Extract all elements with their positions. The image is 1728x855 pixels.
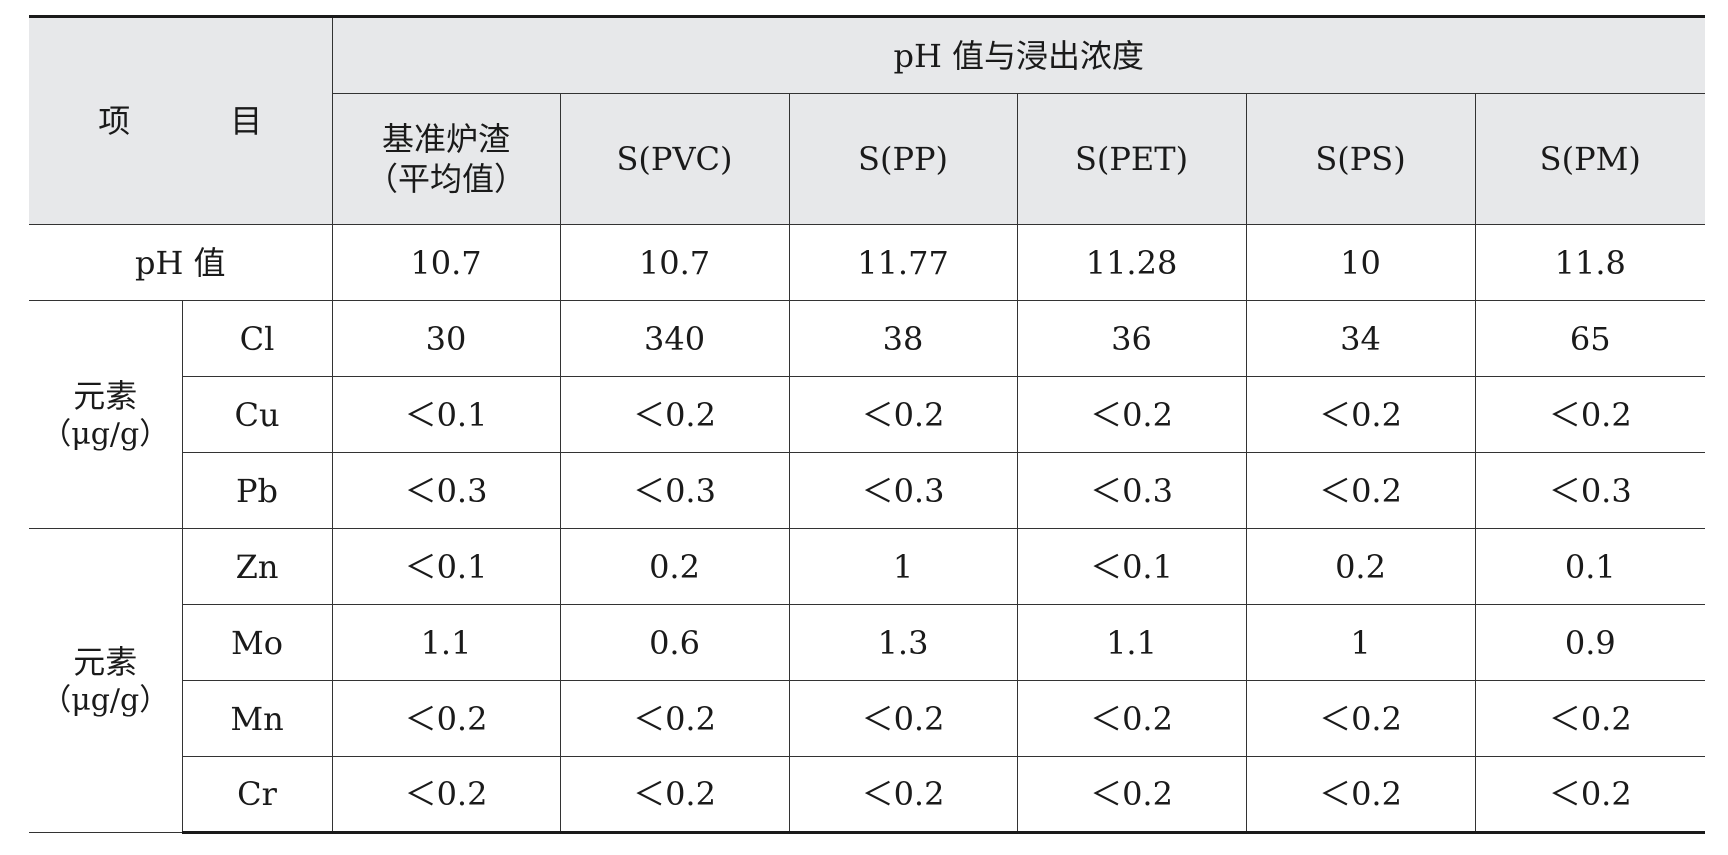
table-cell: 1.1 <box>1016 604 1247 681</box>
table-row: Cr ＜0.2 ＜0.2 ＜0.2 ＜0.2 ＜0.2 ＜0.2 <box>29 756 1706 834</box>
table-cell: 34 <box>1245 300 1476 377</box>
table-cell: 1.1 <box>331 604 561 681</box>
group-label-1: 元素 （μg/g） <box>29 300 183 529</box>
table-cell: ＜0.2 <box>1245 376 1476 453</box>
element-label: Mn <box>182 680 333 757</box>
table-cell: 30 <box>331 300 561 377</box>
table-cell: ＜0.2 <box>1245 452 1476 529</box>
element-label: Pb <box>182 452 333 529</box>
column-header-ps: S(PS) <box>1245 93 1476 225</box>
table-cell: 11.8 <box>1474 224 1706 301</box>
group-header: pH 值与浸出浓度 <box>331 15 1706 94</box>
table-cell: 10.7 <box>331 224 561 301</box>
column-header-pm: S(PM) <box>1474 93 1706 225</box>
table-cell: ＜0.3 <box>559 452 790 529</box>
table-cell: 38 <box>788 300 1018 377</box>
table-row: 元素 （μg/g） Zn ＜0.1 0.2 1 ＜0.1 0.2 0.1 <box>29 528 1706 833</box>
table-cell: ＜0.2 <box>559 376 790 453</box>
table-cell: ＜0.2 <box>788 680 1018 757</box>
group-label-1-line1: 元素 <box>73 376 138 415</box>
table-row-ph: pH 值 10.7 10.7 11.77 11.28 10 11.8 <box>29 224 1706 301</box>
table-row: 元素 （μg/g） Cl 30 340 38 36 34 65 <box>29 300 1706 529</box>
column-header-pet: S(PET) <box>1016 93 1247 225</box>
table-cell: ＜0.1 <box>1016 528 1247 605</box>
table-cell: ＜0.3 <box>331 452 561 529</box>
table-cell: ＜0.2 <box>1016 376 1247 453</box>
table-cell: 0.2 <box>1245 528 1476 605</box>
element-label: Cr <box>182 756 333 834</box>
table-cell: ＜0.2 <box>559 756 790 834</box>
table-cell: 340 <box>559 300 790 377</box>
table-cell: 1.3 <box>788 604 1018 681</box>
table-cell: ＜0.2 <box>1016 680 1247 757</box>
group-header-label: pH 值与浸出浓度 <box>893 36 1145 75</box>
table-cell: 1 <box>1245 604 1476 681</box>
table-cell: ＜0.2 <box>788 756 1018 834</box>
table-cell: ＜0.2 <box>559 680 790 757</box>
group-label-2-line1: 元素 <box>73 642 138 681</box>
table-cell: 10.7 <box>559 224 790 301</box>
table-cell: ＜0.2 <box>1474 756 1706 834</box>
table-cell: ＜0.2 <box>788 376 1018 453</box>
column-header-baseline-line1: 基准炉渣 <box>382 120 511 158</box>
group-label-1-line2: （μg/g） <box>41 416 170 452</box>
table-cell: 11.28 <box>1016 224 1247 301</box>
table-cell: ＜0.2 <box>331 756 561 834</box>
table-cell: 11.77 <box>788 224 1018 301</box>
leaching-table: 项 目 pH 值与浸出浓度 基准炉渣 （平均值） S(PVC) S(PP) S(… <box>29 15 1706 834</box>
column-header-pp: S(PP) <box>788 93 1018 225</box>
table-cell: 65 <box>1474 300 1706 377</box>
table-cell: ＜0.2 <box>1245 680 1476 757</box>
table-cell: ＜0.3 <box>1474 452 1706 529</box>
group-label-2-line2: （μg/g） <box>41 682 170 718</box>
element-label: Mo <box>182 604 333 681</box>
table-cell: 10 <box>1245 224 1476 301</box>
table-cell: 0.2 <box>559 528 790 605</box>
element-label: Cu <box>182 376 333 453</box>
table-cell: ＜0.2 <box>331 680 561 757</box>
item-header: 项 目 <box>29 15 333 225</box>
table-cell: ＜0.3 <box>1016 452 1247 529</box>
table-cell: ＜0.3 <box>788 452 1018 529</box>
group-label-2: 元素 （μg/g） <box>29 528 183 833</box>
element-label: Zn <box>181 528 333 605</box>
table-cell: 0.6 <box>559 604 790 681</box>
column-header-baseline-line2: （平均值） <box>366 160 527 198</box>
table-cell: 36 <box>1016 300 1247 377</box>
table-row: Mo 1.1 0.6 1.3 1.1 1 0.9 <box>29 604 1706 681</box>
table-cell: ＜0.2 <box>1245 756 1476 834</box>
element-label: Cl <box>181 300 333 377</box>
table-cell: ＜0.2 <box>1474 376 1706 453</box>
table-row: Pb ＜0.3 ＜0.3 ＜0.3 ＜0.3 ＜0.2 ＜0.3 <box>29 452 1706 529</box>
table-cell: ＜0.2 <box>1016 756 1247 834</box>
table-cell: ＜0.1 <box>331 376 561 453</box>
table-cell: ＜0.2 <box>1474 680 1706 757</box>
table-cell: 1 <box>788 528 1018 605</box>
table-cell: ＜0.1 <box>331 528 561 605</box>
table-cell: 0.1 <box>1474 528 1706 605</box>
item-header-label: 项 目 <box>98 102 297 140</box>
table-row: Cu ＜0.1 ＜0.2 ＜0.2 ＜0.2 ＜0.2 ＜0.2 <box>29 376 1706 453</box>
table-row: Mn ＜0.2 ＜0.2 ＜0.2 ＜0.2 ＜0.2 ＜0.2 <box>29 680 1706 757</box>
column-header-baseline: 基准炉渣 （平均值） <box>332 93 561 225</box>
column-header-pvc: S(PVC) <box>559 93 790 225</box>
table-cell: 0.9 <box>1474 604 1706 681</box>
row-label-ph: pH 值 <box>29 224 333 301</box>
